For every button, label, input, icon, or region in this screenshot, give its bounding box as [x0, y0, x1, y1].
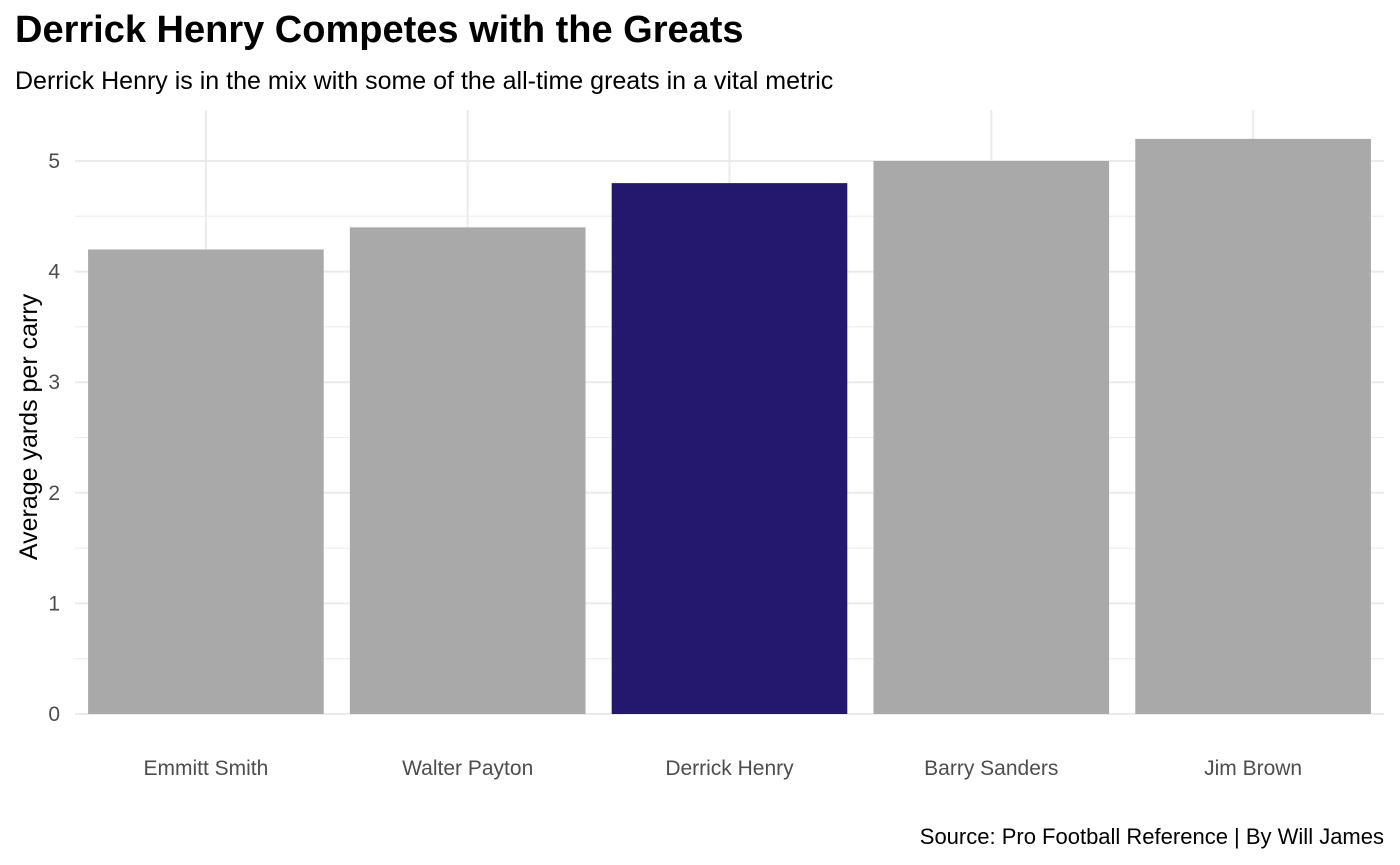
chart-subtitle: Derrick Henry is in the mix with some of…: [15, 67, 834, 95]
bar-emmitt-smith: [88, 249, 324, 715]
y-tick-label: 5: [48, 150, 60, 173]
bar-jim-brown: [1135, 138, 1371, 714]
y-axis-ticks: 0 1 2 3 4 5: [48, 150, 60, 726]
bar-derrick-henry: [611, 183, 848, 714]
bars: [88, 138, 1371, 715]
x-tick-label: Jim Brown: [1204, 757, 1302, 780]
chart-title: Derrick Henry Competes with the Greats: [15, 9, 744, 51]
x-axis-ticks: Emmitt Smith Walter Payton Derrick Henry Ba…: [143, 757, 1302, 780]
y-tick-label: 0: [48, 703, 60, 726]
y-axis-title: Average yards per carry: [15, 293, 43, 560]
y-tick-label: 2: [48, 482, 60, 505]
y-tick-label: 3: [48, 371, 60, 394]
x-tick-label: Derrick Henry: [665, 757, 794, 780]
x-tick-label: Barry Sanders: [924, 757, 1058, 780]
x-tick-label: Walter Payton: [402, 757, 533, 780]
y-tick-label: 4: [48, 261, 60, 284]
x-tick-label: Emmitt Smith: [143, 757, 268, 780]
bar-barry-sanders: [873, 161, 1110, 714]
chart-caption: Source: Pro Football Reference | By Will…: [919, 824, 1384, 849]
y-tick-label: 1: [48, 592, 60, 615]
bar-walter-payton: [349, 227, 586, 715]
